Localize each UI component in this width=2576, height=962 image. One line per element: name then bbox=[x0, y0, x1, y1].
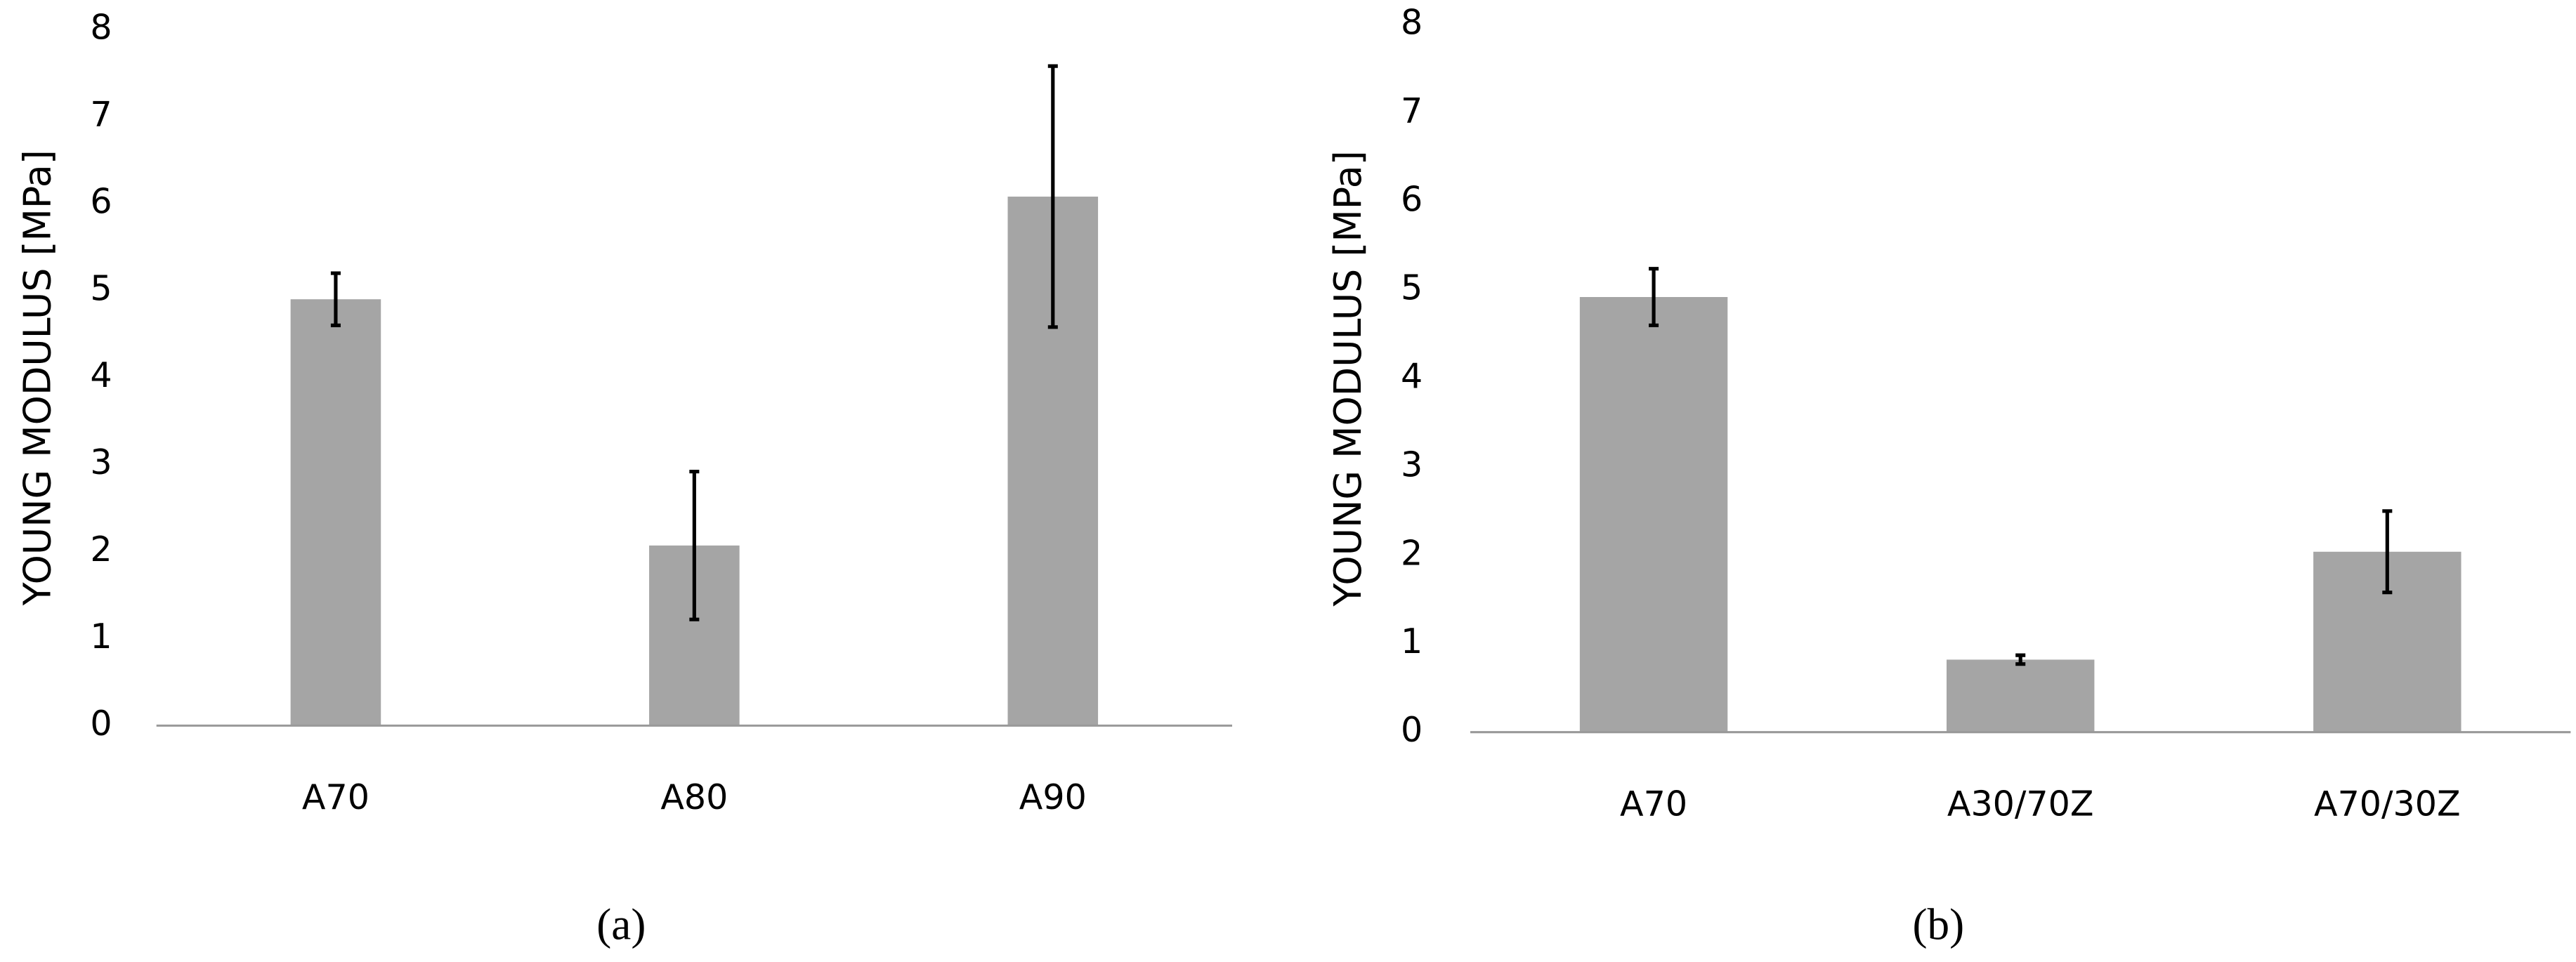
x-tick-label: A70 bbox=[302, 777, 370, 817]
y-tick-label: 2 bbox=[90, 529, 112, 569]
y-tick-label: 3 bbox=[90, 442, 112, 482]
y-tick-label: 6 bbox=[90, 180, 112, 221]
x-tick-label: A30/70Z bbox=[1947, 783, 2094, 824]
y-axis-title: YOUNG MODULUS [MPa] bbox=[1326, 150, 1370, 607]
y-tick-label: 5 bbox=[1401, 267, 1423, 308]
y-tick-label: 2 bbox=[1401, 532, 1423, 573]
y-tick-label: 0 bbox=[90, 703, 112, 744]
error-bar bbox=[2015, 653, 2026, 666]
bar bbox=[1579, 297, 1728, 732]
bar bbox=[1946, 659, 2095, 732]
y-tick-label: 8 bbox=[1401, 2, 1423, 43]
y-tick-label: 1 bbox=[1401, 621, 1423, 661]
y-tick-label: 6 bbox=[1401, 178, 1423, 219]
y-tick-label: 1 bbox=[90, 616, 112, 657]
y-tick-label: 7 bbox=[1401, 91, 1423, 131]
error-bar bbox=[689, 469, 700, 621]
error-bar bbox=[1649, 267, 1659, 327]
y-tick-label: 8 bbox=[90, 7, 112, 48]
y-tick-label: 4 bbox=[1401, 355, 1423, 396]
bar bbox=[290, 299, 381, 726]
x-tick-label: A70/30Z bbox=[2314, 783, 2461, 824]
y-tick-label: 4 bbox=[90, 355, 112, 395]
caption: (b) bbox=[1913, 900, 1965, 949]
y-axis-title: YOUNG MODULUS [MPa] bbox=[15, 150, 59, 606]
y-tick-label: 3 bbox=[1401, 444, 1423, 485]
error-bar bbox=[2382, 509, 2393, 595]
x-tick-label: A90 bbox=[1019, 777, 1087, 817]
y-tick-label: 5 bbox=[90, 268, 112, 308]
x-tick-label: A70 bbox=[1620, 783, 1687, 824]
error-bar bbox=[330, 271, 341, 327]
y-tick-label: 7 bbox=[90, 93, 112, 134]
error-bar bbox=[1047, 64, 1058, 329]
x-tick-label: A80 bbox=[660, 777, 728, 817]
y-tick-label: 0 bbox=[1401, 709, 1423, 750]
caption: (a) bbox=[596, 900, 646, 949]
